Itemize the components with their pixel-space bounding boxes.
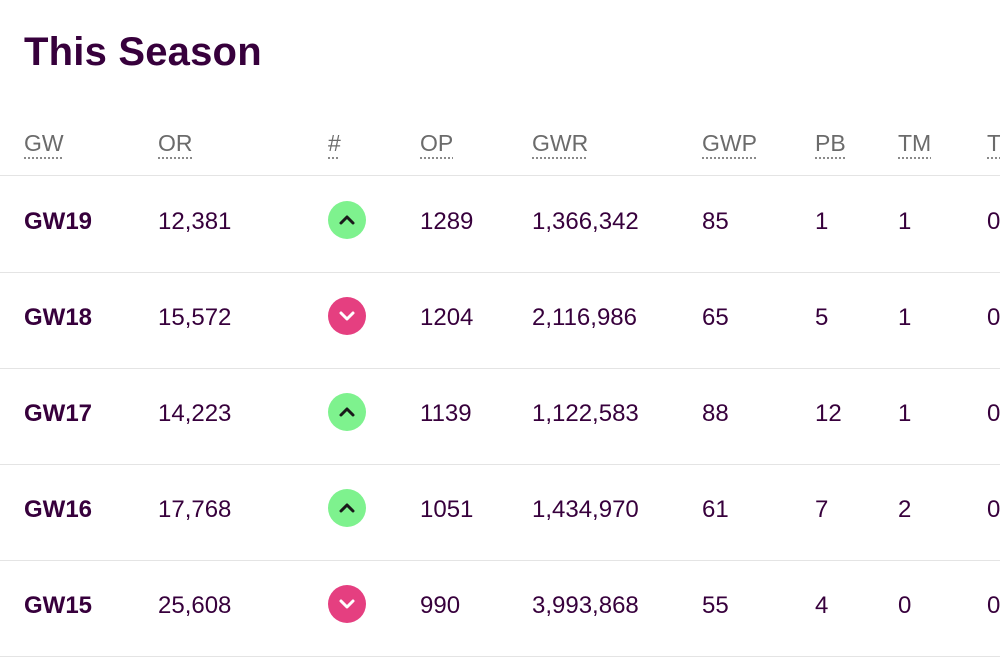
gameweek-points-cell: 85 (702, 208, 729, 235)
gameweek-rank-cell: 2,116,986 (532, 304, 637, 331)
chevron-down-icon (339, 311, 355, 321)
column-header-pb[interactable]: PB (815, 130, 846, 156)
points-on-bench-cell: 1 (815, 208, 829, 235)
gameweek-points-cell: 61 (702, 496, 729, 523)
overall-points-cell: 1051 (420, 496, 474, 523)
points-on-bench-cell: 5 (815, 304, 829, 331)
column-header-op[interactable]: OP (420, 130, 454, 156)
gameweek-cell: GW18 (24, 304, 93, 331)
chevron-down-icon (339, 599, 355, 609)
overall-rank-cell: 14,223 (158, 400, 232, 427)
transfers-cost-cell: 0 (987, 208, 1000, 235)
overall-rank-cell: 17,768 (158, 496, 232, 523)
gameweek-rank-cell: 3,993,868 (532, 592, 639, 619)
table-row: GW19 12,381 1289 1,366,342 85 1 1 0 (0, 176, 1000, 273)
column-header-movement[interactable]: # (328, 130, 341, 156)
column-header-gw[interactable]: GW (24, 130, 64, 156)
gameweek-points-cell: 55 (702, 592, 729, 619)
gameweek-points-cell: 65 (702, 304, 729, 331)
gameweek-rank-cell: 1,122,583 (532, 400, 639, 427)
column-header-tc[interactable]: TC (987, 130, 1000, 156)
overall-points-cell: 990 (420, 592, 461, 619)
transfers-cost-cell: 0 (987, 592, 1000, 619)
overall-points-cell: 1204 (420, 304, 474, 331)
header-divider (0, 175, 1000, 176)
rank-movement-badge (328, 201, 366, 239)
transfers-cost-cell: 0 (987, 304, 1000, 331)
transfers-made-cell: 1 (898, 304, 912, 331)
transfers-made-cell: 0 (898, 592, 912, 619)
overall-rank-cell: 15,572 (158, 304, 232, 331)
chevron-up-icon (339, 215, 355, 225)
page-title: This Season (24, 30, 262, 74)
column-header-gwp[interactable]: GWP (702, 130, 757, 156)
gameweek-cell: GW16 (24, 496, 93, 523)
column-header-tm[interactable]: TM (898, 130, 932, 156)
chevron-up-icon (339, 503, 355, 513)
chevron-up-icon (339, 407, 355, 417)
table-row: GW17 14,223 1139 1,122,583 88 12 1 0 (0, 368, 1000, 465)
gameweek-points-cell: 88 (702, 400, 729, 427)
gameweek-cell: GW19 (24, 208, 93, 235)
gameweek-rank-cell: 1,434,970 (532, 496, 639, 523)
gameweek-rank-cell: 1,366,342 (532, 208, 639, 235)
transfers-made-cell: 1 (898, 208, 912, 235)
column-header-or[interactable]: OR (158, 130, 193, 156)
points-on-bench-cell: 7 (815, 496, 829, 523)
overall-points-cell: 1139 (420, 400, 472, 427)
column-header-gwr[interactable]: GWR (532, 130, 589, 156)
points-on-bench-cell: 12 (815, 400, 842, 427)
rank-movement-badge (328, 585, 366, 623)
table-header: GW OR # OP GWR GWP PB TM TC (0, 0, 1000, 176)
rank-movement-badge (328, 297, 366, 335)
transfers-made-cell: 1 (898, 400, 912, 427)
gameweek-cell: GW17 (24, 400, 93, 427)
rank-movement-badge (328, 393, 366, 431)
gameweek-cell: GW15 (24, 592, 93, 619)
overall-rank-cell: 25,608 (158, 592, 232, 619)
points-on-bench-cell: 4 (815, 592, 829, 619)
table-row: GW16 17,768 1051 1,434,970 61 7 2 0 (0, 464, 1000, 561)
transfers-cost-cell: 0 (987, 400, 1000, 427)
table-row: GW18 15,572 1204 2,116,986 65 5 1 0 (0, 272, 1000, 369)
transfers-cost-cell: 0 (987, 496, 1000, 523)
overall-points-cell: 1289 (420, 208, 474, 235)
rank-movement-badge (328, 489, 366, 527)
table-row: GW15 25,608 990 3,993,868 55 4 0 0 (0, 560, 1000, 657)
transfers-made-cell: 2 (898, 496, 912, 523)
overall-rank-cell: 12,381 (158, 208, 232, 235)
